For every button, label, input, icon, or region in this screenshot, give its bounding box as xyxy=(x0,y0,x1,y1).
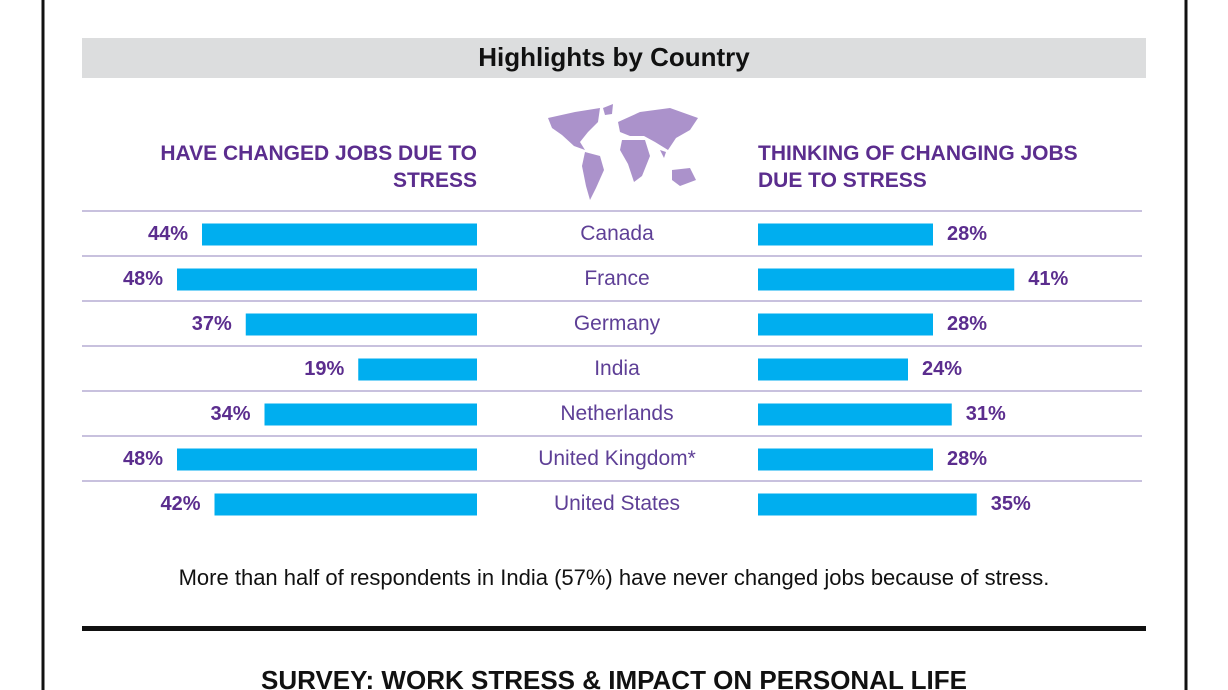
bar-right xyxy=(758,493,977,516)
value-label: 19% xyxy=(304,358,344,380)
category-label: Canada xyxy=(580,222,654,245)
chart-title: Highlights by Country xyxy=(478,42,750,72)
value-label: 48% xyxy=(123,268,163,290)
category-label: United States xyxy=(554,492,680,515)
category-label: France xyxy=(584,267,649,290)
bar-right xyxy=(758,313,933,336)
value-label: 37% xyxy=(192,313,232,335)
left-header: HAVE CHANGED JOBS DUE TO STRESS xyxy=(160,142,477,192)
value-label: 42% xyxy=(160,493,200,515)
bar-right xyxy=(758,448,933,471)
category-label: Germany xyxy=(574,312,661,335)
section-divider xyxy=(82,626,1146,631)
bar-left xyxy=(245,313,477,336)
value-label: 41% xyxy=(1028,268,1068,290)
title-band xyxy=(82,38,1146,78)
value-label: 24% xyxy=(922,358,962,380)
bar-left xyxy=(177,448,477,471)
bar-right xyxy=(758,403,952,426)
value-label: 28% xyxy=(947,448,987,470)
value-label: 28% xyxy=(947,313,987,335)
value-label: 34% xyxy=(210,403,250,425)
bar-left xyxy=(177,268,477,291)
value-label: 35% xyxy=(991,493,1031,515)
category-label: United Kingdom* xyxy=(538,447,696,470)
bar-left xyxy=(202,223,477,246)
next-section-title: SURVEY: WORK STRESS & IMPACT ON PERSONAL… xyxy=(261,665,967,690)
bar-left xyxy=(264,403,477,426)
bar-left xyxy=(358,358,477,381)
note: More than half of respondents in India (… xyxy=(179,565,1050,590)
value-label: 31% xyxy=(966,403,1006,425)
bar-right xyxy=(758,358,908,381)
category-label: Netherlands xyxy=(560,402,673,425)
value-label: 28% xyxy=(947,223,987,245)
category-label: India xyxy=(594,357,640,380)
value-label: 48% xyxy=(123,448,163,470)
world-map-icon xyxy=(548,104,698,200)
bar-right xyxy=(758,223,933,246)
right-header: THINKING OF CHANGING JOBS DUE TO STRESS xyxy=(758,142,1078,192)
bar-right xyxy=(758,268,1015,291)
value-label: 44% xyxy=(148,223,188,245)
bar-left xyxy=(214,493,477,516)
